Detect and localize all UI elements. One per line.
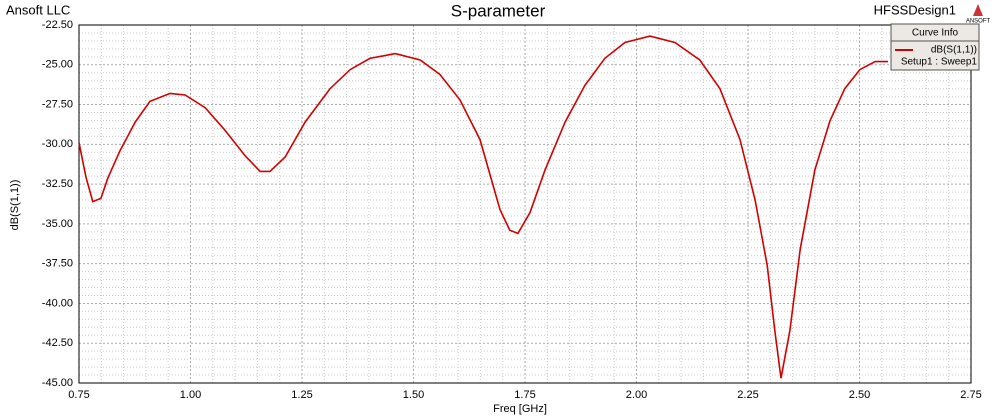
x-axis-label: Freq [GHz] xyxy=(493,403,547,415)
x-tick-label: 2.50 xyxy=(849,389,870,401)
legend-title: Curve Info xyxy=(912,28,959,39)
x-tick-label: 2.00 xyxy=(626,389,647,401)
chart-title: S-parameter xyxy=(451,1,546,20)
plot-frame xyxy=(78,24,972,384)
legend-box xyxy=(890,23,980,71)
y-tick-label: -37.50 xyxy=(42,258,73,270)
y-tick-label: -42.50 xyxy=(42,337,73,349)
x-tick-label: 0.75 xyxy=(68,389,89,401)
design-name: HFSSDesign1 xyxy=(874,2,956,17)
y-tick-label: -25.00 xyxy=(42,59,73,71)
x-tick-label: 2.25 xyxy=(737,389,758,401)
legend-subtitle: Setup1 : Sweep1 xyxy=(901,57,978,68)
y-tick-label: -40.00 xyxy=(42,297,73,309)
y-tick-label: -32.50 xyxy=(42,178,73,190)
legend-label: dB(S(1,1)) xyxy=(931,45,977,56)
y-tick-label: -30.00 xyxy=(42,138,73,150)
x-tick-label: 1.75 xyxy=(514,389,535,401)
x-tick-label: 2.75 xyxy=(960,389,981,401)
logo-icon xyxy=(973,4,983,16)
y-tick-label: -22.50 xyxy=(42,19,73,31)
company: Ansoft LLC xyxy=(6,2,70,17)
logo-text: ANSOFT xyxy=(966,19,991,25)
y-axis-label: dB(S(1,1)) xyxy=(9,180,21,231)
y-tick-label: -27.50 xyxy=(42,98,73,110)
y-tick-label: -45.00 xyxy=(42,377,73,389)
x-tick-label: 1.00 xyxy=(180,389,201,401)
y-tick-label: -35.00 xyxy=(42,218,73,230)
x-tick-label: 1.50 xyxy=(403,389,424,401)
data-line xyxy=(78,35,888,379)
x-tick-label: 1.25 xyxy=(291,389,312,401)
